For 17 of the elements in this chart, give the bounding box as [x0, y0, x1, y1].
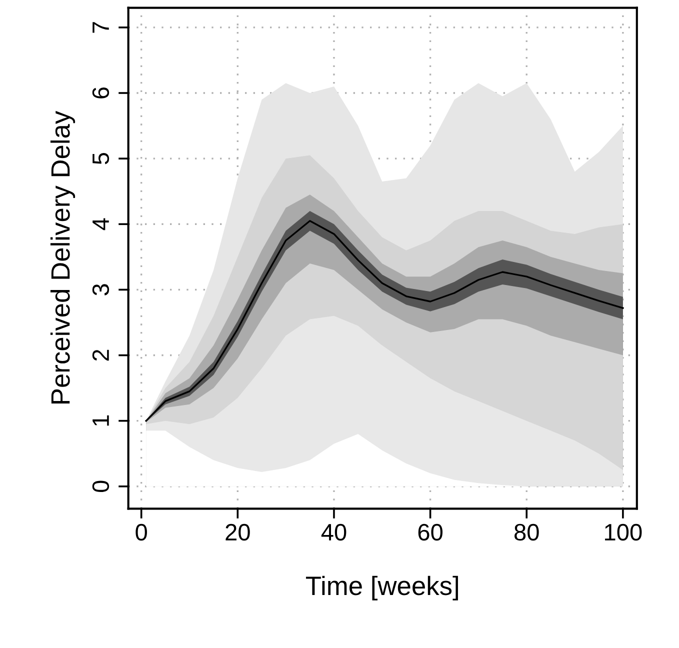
x-tick-label: 40 [321, 524, 346, 541]
x-tick-label: 100 [605, 524, 642, 541]
y-tick-label: 0 [92, 480, 110, 492]
x-tick-label: 20 [226, 524, 250, 541]
x-axis-title: Time [weeks] [306, 576, 458, 600]
x-tick-label: 0 [136, 524, 147, 541]
y-axis-title: Perceived Delivery Delay [50, 110, 76, 404]
line-series [145, 220, 624, 422]
y-tick-label: 6 [92, 87, 110, 98]
y-tick-label: 5 [92, 152, 110, 164]
x-tick-label: 60 [418, 524, 443, 541]
y-tick-label: 4 [92, 218, 109, 230]
y-tick-label: 7 [92, 22, 109, 33]
y-tick-label: 1 [92, 415, 109, 426]
y-tick-label: 2 [92, 350, 109, 361]
x-tick-label: 80 [514, 524, 539, 541]
y-tick-label: 3 [92, 284, 110, 296]
